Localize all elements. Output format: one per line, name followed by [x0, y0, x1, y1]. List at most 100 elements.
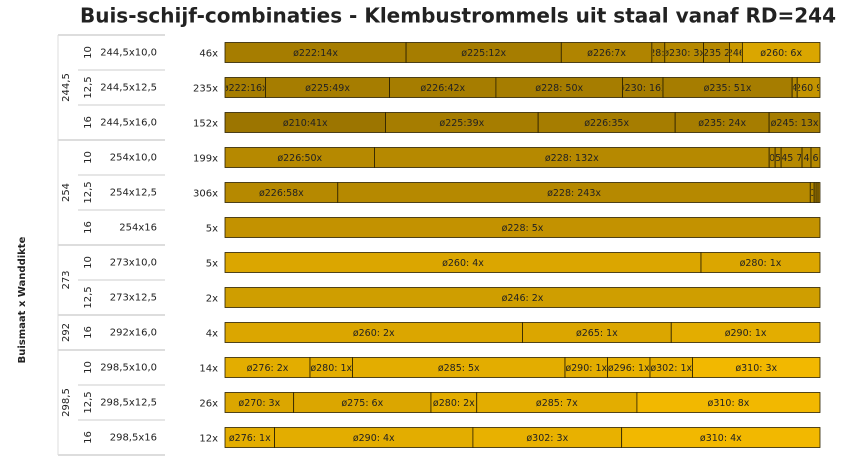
total-label: 2x	[206, 294, 218, 305]
thickness-label: 16	[83, 221, 94, 234]
segment-label: 245 7x	[775, 153, 808, 164]
segment-label: ø226:35x	[584, 118, 629, 129]
segment-label: ø296: 1x	[608, 363, 650, 374]
group-label: 254	[61, 183, 72, 202]
thickness-label: 12,5	[83, 76, 94, 98]
thickness-label: 12,5	[83, 391, 94, 413]
segment-label: ø285: 5x	[438, 363, 480, 374]
segment-label: ø235: 2x	[757, 153, 799, 164]
bar-segment	[810, 147, 821, 168]
total-label: 5x	[206, 259, 218, 270]
thickness-label: 12,5	[83, 181, 94, 203]
row-label: 254x12,5	[110, 188, 157, 199]
chart-title: Buis-schijf-combinaties - Klembustrommel…	[80, 4, 836, 28]
total-label: 235x	[193, 84, 218, 95]
segment-label: ø265: 1x	[576, 328, 618, 339]
thickness-label: 12,5	[83, 286, 94, 308]
bar-segment	[796, 77, 821, 98]
row-label: 273x12,5	[110, 293, 157, 304]
segment-label: ø222:16x	[223, 83, 268, 94]
segment-label: ø260: 6x	[760, 48, 802, 59]
segment-label: ø228: 50x	[535, 83, 583, 94]
bar-segment	[768, 112, 821, 133]
thickness-label: 10	[83, 256, 94, 269]
segment-label: ø290: 1x	[565, 363, 607, 374]
segment-label: ø226:58x	[259, 188, 304, 199]
segment-label: ø280: 1x	[740, 258, 782, 269]
segment-label: ø228: 132x	[545, 153, 599, 164]
bar-segment	[700, 252, 821, 273]
bar-segment	[224, 287, 821, 308]
segment-label: 246	[727, 48, 745, 59]
segment-label: ø246: 2x	[502, 293, 544, 304]
bar-segment	[621, 427, 821, 448]
total-label: 199x	[193, 154, 218, 165]
segment-label: ø245: 13x	[771, 118, 819, 129]
segment-label: ø275: 6x	[341, 398, 383, 409]
segment-label: ø235: 51x	[704, 83, 752, 94]
segment-label: ø235 2x	[697, 48, 736, 59]
segment-label: ø260: 2x	[353, 328, 395, 339]
segment-label: ø226:7x	[587, 48, 626, 59]
segment-label: ø230: 16x	[619, 83, 667, 94]
thickness-label: 16	[83, 116, 94, 129]
row-label: 298,5x10,0	[100, 363, 157, 374]
group-label: 298,5	[61, 388, 72, 417]
segment-label: ø310: 3x	[735, 363, 777, 374]
segment-label: ø270: 3x	[238, 398, 280, 409]
segment-label: ø228: 5x	[502, 223, 544, 234]
segment-label: 246	[797, 153, 815, 164]
segment-label: ø285: 7x	[536, 398, 578, 409]
segment-label: ø230: 2x	[751, 153, 793, 164]
segment-label: ø230: 3x	[663, 48, 705, 59]
total-label: 12x	[199, 434, 218, 445]
thickness-label: 10	[83, 361, 94, 374]
group-label: 292	[61, 323, 72, 342]
segment-label: ø290: 1x	[725, 328, 767, 339]
bar-segment	[636, 392, 821, 413]
group-label: 244,5	[61, 73, 72, 102]
segment-label: ø226:50x	[277, 153, 322, 164]
bar-segment	[692, 357, 821, 378]
segment-label: ø280: 2x	[433, 398, 475, 409]
segment-label: ø302: 1x	[650, 363, 692, 374]
row-label: 292x16,0	[110, 328, 157, 339]
y-axis-label: Buismaat x Wanddikte	[17, 236, 28, 363]
segment-label: ø230: 2x	[791, 188, 833, 199]
group-label: 273	[61, 270, 72, 289]
segment-label: ø310: 8x	[708, 398, 750, 409]
segment-label: ø225:39x	[439, 118, 484, 129]
segment-label: ø260 9x	[789, 83, 828, 94]
segment-label: ø228: 1x	[637, 48, 679, 59]
total-label: 46x	[199, 49, 218, 60]
segment-label: ø228: 243x	[547, 188, 601, 199]
row-label: 254x10,0	[110, 153, 157, 164]
segment-label: ø302: 3x	[526, 433, 568, 444]
segment-label: ø210:41x	[283, 118, 328, 129]
row-label: 244,5x10,0	[100, 48, 157, 59]
segment-label: ø276: 1x	[229, 433, 271, 444]
segment-label: ø280: 1x	[310, 363, 352, 374]
total-label: 4x	[206, 329, 218, 340]
segment-label: ø225:12x	[461, 48, 506, 59]
row-label: 273x10,0	[110, 258, 157, 269]
segment-label: ø290: 4x	[353, 433, 395, 444]
total-label: 152x	[193, 119, 218, 130]
thickness-label: 16	[83, 326, 94, 339]
segment-label: 260	[806, 153, 824, 164]
total-label: 306x	[193, 189, 218, 200]
row-label: 244,5x12,5	[100, 83, 157, 94]
bar-segment	[741, 42, 821, 63]
segment-label: ø235: 24x	[698, 118, 746, 129]
segment-label: ø226:42x	[420, 83, 465, 94]
thickness-label: 10	[83, 46, 94, 59]
row-label: 244,5x16,0	[100, 118, 157, 129]
segment-label: ø310: 4x	[700, 433, 742, 444]
total-label: 5x	[206, 224, 218, 235]
row-label: 298,5x12,5	[100, 398, 157, 409]
row-label: 254x16	[119, 223, 157, 234]
thickness-label: 10	[83, 151, 94, 164]
segment-label: ø225:49x	[305, 83, 350, 94]
segment-label: 246	[786, 83, 804, 94]
